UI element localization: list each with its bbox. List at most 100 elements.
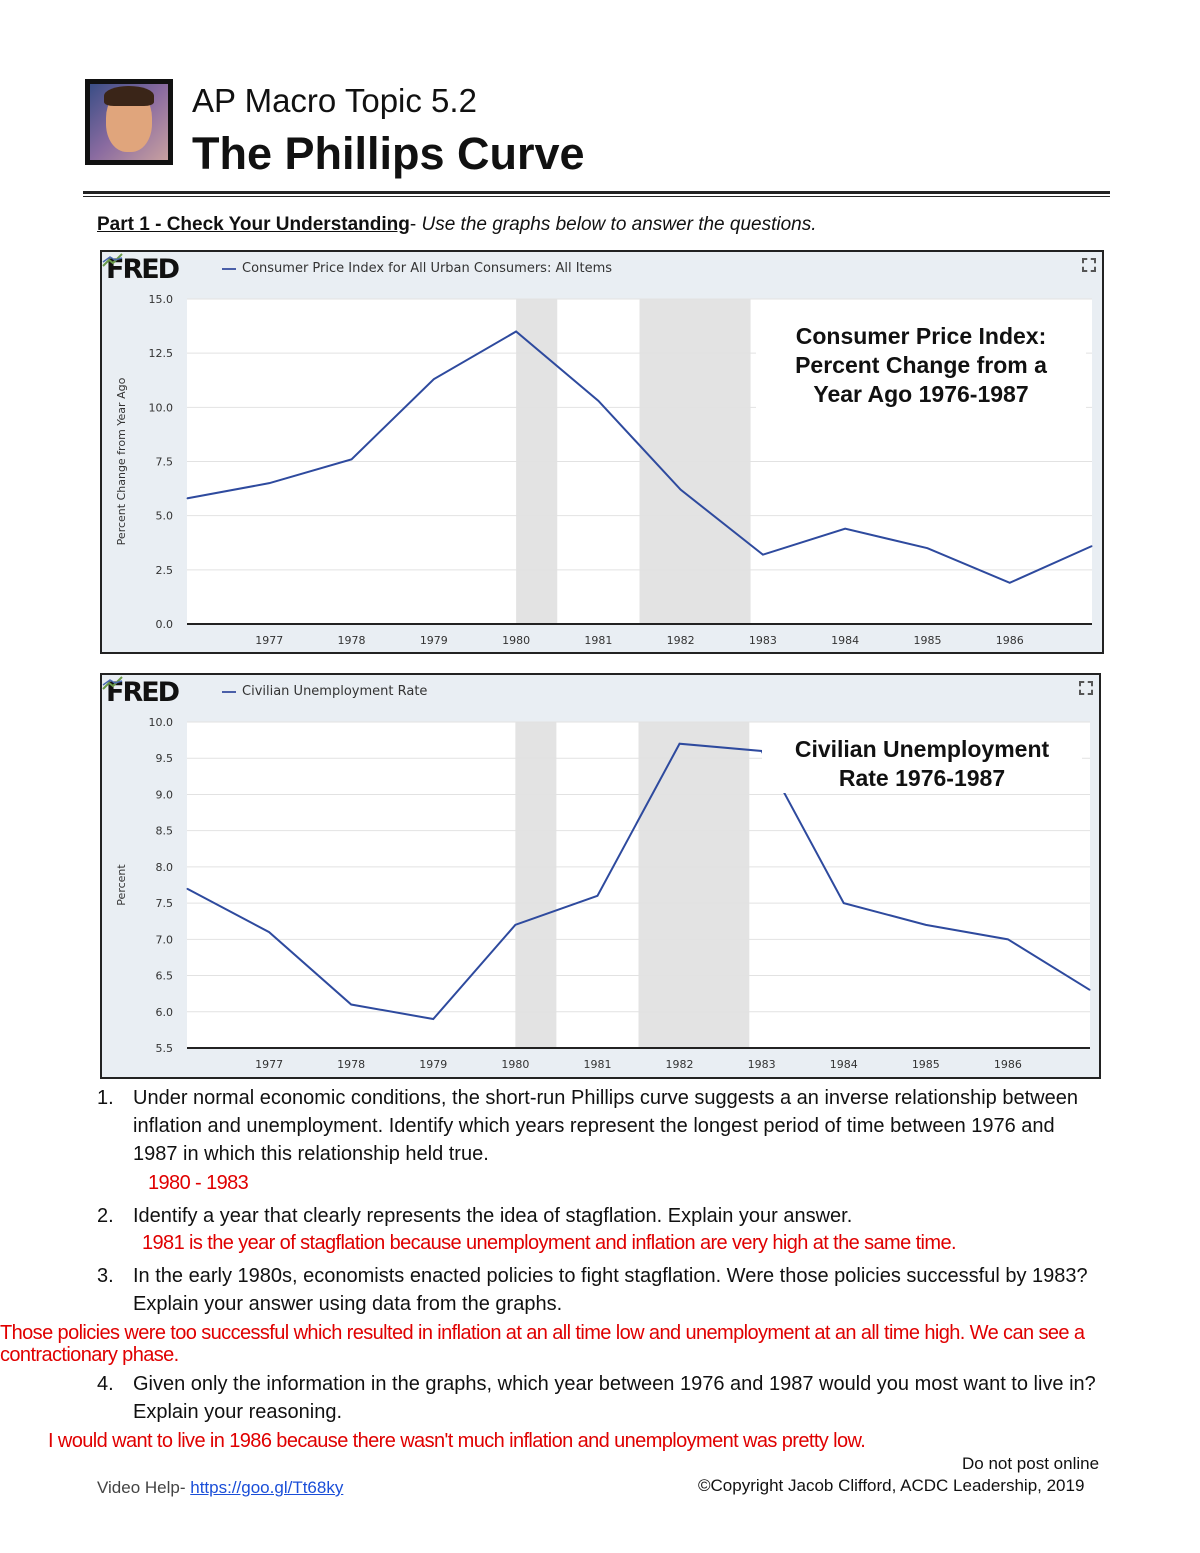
question-number: 4.: [97, 1373, 114, 1395]
question-3: 3. In the early 1980s, economists enacted…: [97, 1262, 1097, 1318]
recession-band: [638, 722, 750, 1048]
video-help-label: Video Help-: [97, 1478, 191, 1497]
question-number: 2.: [97, 1205, 114, 1227]
data-point: [432, 1018, 434, 1020]
data-point: [268, 931, 270, 933]
data-point: [762, 554, 764, 556]
data-point: [1009, 582, 1011, 584]
copyright: ©Copyright Jacob Clifford, ACDC Leadersh…: [698, 1476, 1085, 1495]
y-tick-label: 10.0: [149, 716, 174, 729]
y-tick-label: 7.0: [156, 933, 174, 946]
x-tick-label: 1979: [420, 634, 448, 647]
topic-label: AP Macro Topic 5.2: [192, 82, 477, 119]
chart-icon: [102, 676, 123, 690]
data-point: [514, 924, 516, 926]
data-point: [268, 482, 270, 484]
data-point: [433, 378, 435, 380]
x-tick-label: 1985: [912, 1058, 940, 1071]
video-help-link[interactable]: https://goo.gl/Tt68ky: [190, 1478, 344, 1497]
y-tick-label: 9.5: [156, 752, 174, 765]
answer-1: 1980 - 1983: [148, 1172, 249, 1194]
question-number: 1.: [97, 1087, 114, 1109]
answer-2: 1981 is the year of stagflation because …: [142, 1232, 957, 1254]
x-tick-label: 1983: [749, 634, 777, 647]
data-point: [186, 497, 188, 499]
x-tick-label: 1983: [748, 1058, 776, 1071]
y-tick-label: 6.0: [156, 1006, 174, 1019]
part-heading: Part 1 - Check Your Understanding- Use t…: [97, 214, 817, 236]
chart-annotation: Consumer Price Index: Percent Change fro…: [756, 322, 1086, 409]
data-point: [1007, 938, 1009, 940]
series-line: [186, 742, 1091, 1021]
unemployment-chart: 5.5 6.0 6.5 7.0 7.5 8.0 8.5 9.0 9.5 10.0 1977 1978 1…: [100, 673, 1101, 1079]
data-point: [926, 547, 928, 549]
unemployment-chart-svg: 5.5 6.0 6.5 7.0 7.5 8.0 8.5 9.0 9.5 10.0 1977 1978 1…: [115, 716, 1091, 1071]
separator: -: [409, 214, 422, 235]
x-tick-label: 1984: [831, 634, 859, 647]
y-axis-label: Percent Change from Year Ago: [115, 377, 128, 545]
x-tick-label: 1986: [994, 1058, 1022, 1071]
data-point: [186, 888, 188, 890]
data-point: [679, 743, 681, 745]
y-tick-label: 7.5: [156, 897, 174, 910]
x-tick-label: 1982: [667, 634, 695, 647]
series-line: [186, 330, 1093, 584]
y-tick-label: 5.0: [156, 510, 174, 523]
x-tick-label: 1978: [337, 1058, 365, 1071]
y-tick-label: 7.5: [156, 456, 174, 469]
video-help: Video Help- https://goo.gl/Tt68ky: [97, 1478, 343, 1498]
question-4: 4. Given only the information in the grap…: [97, 1370, 1097, 1426]
instruction: Use the graphs below to answer the quest…: [421, 214, 817, 235]
x-tick-label: 1980: [501, 1058, 529, 1071]
data-point: [596, 895, 598, 897]
data-point: [1089, 989, 1091, 991]
data-point: [597, 400, 599, 402]
data-point: [515, 331, 517, 332]
x-tick-label: 1982: [666, 1058, 694, 1071]
x-tick-label: 1979: [419, 1058, 447, 1071]
y-tick-label: 0.0: [156, 618, 174, 631]
data-point: [843, 902, 845, 904]
divider: [83, 196, 1110, 197]
y-tick-label: 8.0: [156, 861, 174, 874]
y-tick-label: 5.5: [156, 1042, 174, 1055]
notice: Do not post online: [962, 1454, 1100, 1473]
annotation-line: Year Ago 1976-1987: [813, 381, 1029, 407]
annotation-line: Civilian Unemployment: [794, 736, 1050, 762]
annotation-line: Consumer Price Index:: [795, 323, 1047, 349]
y-tick-label: 12.5: [149, 347, 174, 360]
chart-annotation: Civilian Unemployment Rate 1976-1987: [762, 735, 1082, 793]
cpi-chart: 0.0 2.5 5.0 7.5 10.0 12.5 15.0 1977 1978 1979 1980…: [100, 250, 1104, 654]
fullscreen-icon[interactable]: [1082, 258, 1096, 272]
y-tick-label: 15.0: [149, 293, 174, 306]
answer-3: Those policies were too successful which…: [0, 1322, 1085, 1366]
x-tick-label: 1978: [338, 634, 366, 647]
fullscreen-icon[interactable]: [1079, 681, 1093, 695]
x-tick-label: 1980: [502, 634, 530, 647]
recession-band: [515, 722, 557, 1048]
y-tick-label: 8.5: [156, 825, 174, 838]
question-number: 3.: [97, 1265, 114, 1287]
y-tick-label: 9.0: [156, 788, 174, 801]
data-point: [350, 1004, 352, 1006]
x-tick-label: 1981: [584, 634, 612, 647]
question-text: Identify a year that clearly represents …: [133, 1205, 853, 1227]
question-text: In the early 1980s, economists enacted p…: [133, 1265, 1088, 1315]
y-tick-label: 6.5: [156, 970, 174, 983]
x-tick-label: 1984: [830, 1058, 858, 1071]
divider: [83, 191, 1110, 194]
data-point: [925, 924, 927, 926]
data-point: [351, 458, 353, 460]
answer-4: I would want to live in 1986 because the…: [48, 1430, 866, 1452]
data-point: [761, 750, 763, 752]
author-photo: [85, 79, 173, 165]
annotation-line: Percent Change from a: [795, 352, 1047, 378]
y-axis-label: Percent: [115, 864, 128, 906]
question-1: 1. Under normal economic conditions, the …: [97, 1084, 1097, 1168]
series-title: Consumer Price Index for All Urban Consu…: [222, 261, 612, 276]
y-tick-label: 10.0: [149, 401, 174, 414]
data-point: [680, 489, 682, 491]
x-tick-label: 1977: [255, 1058, 283, 1071]
part-title: Part 1 - Check Your Understanding: [97, 214, 410, 235]
